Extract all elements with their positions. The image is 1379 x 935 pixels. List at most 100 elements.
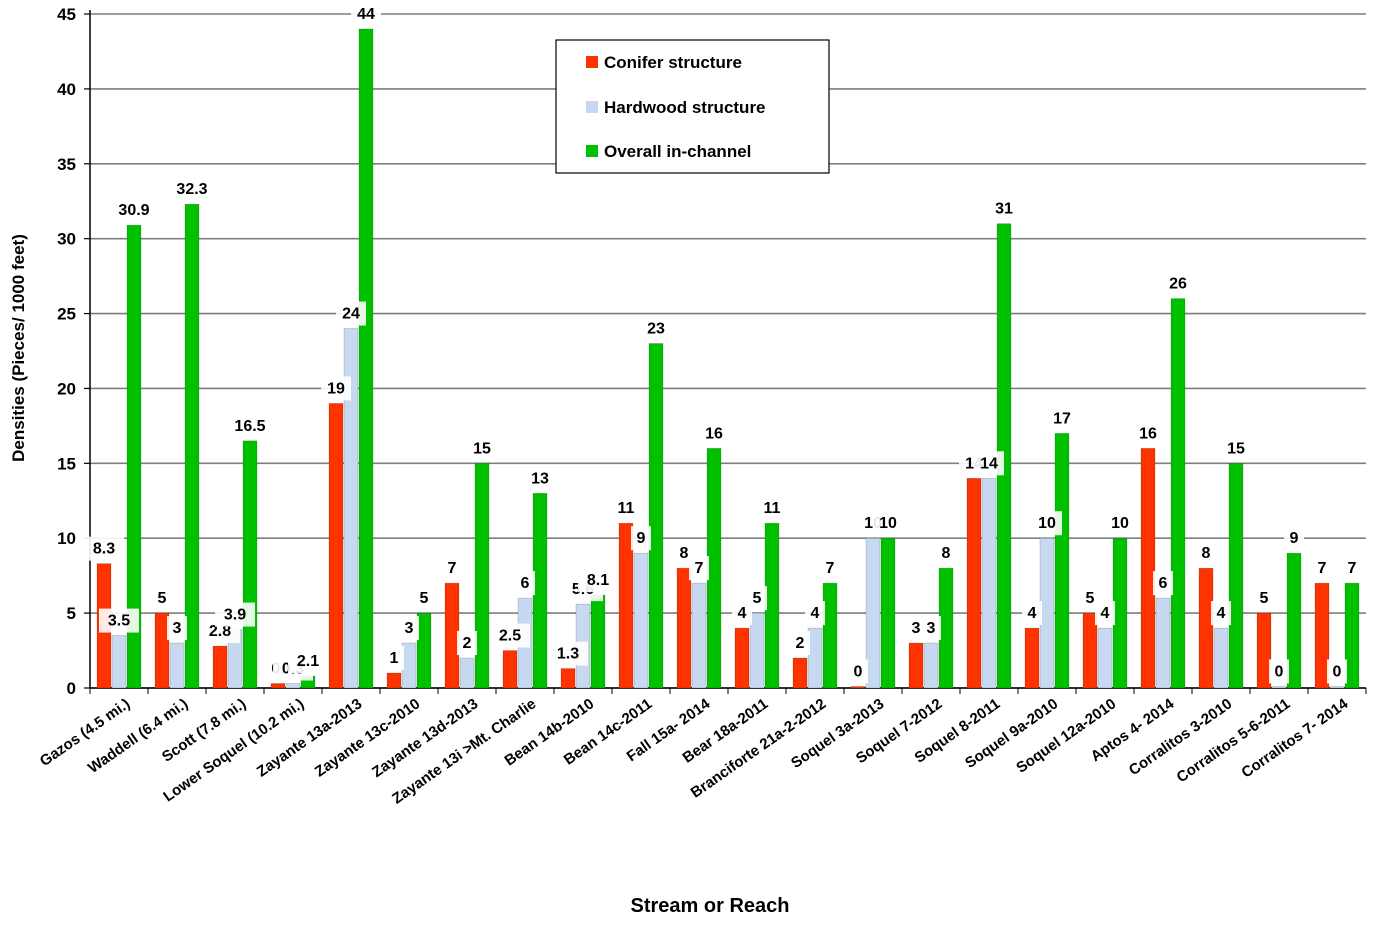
data-label-conifer: 0 xyxy=(854,664,863,681)
bar-conifer xyxy=(386,672,402,689)
data-label-hardwood: 5 xyxy=(753,590,762,607)
bar-hardwood xyxy=(865,537,881,689)
data-label-bg xyxy=(336,301,366,326)
data-label-conifer: 8 xyxy=(1202,545,1211,562)
data-label-overall: 8.1 xyxy=(587,572,609,589)
data-label-bg xyxy=(936,541,956,566)
category-label: Waddell (6.4 mi.) xyxy=(85,695,191,776)
y-tick-label: 25 xyxy=(57,305,76,324)
data-label-hardwood: 0 xyxy=(1275,664,1284,681)
data-label-hardwood: 4 xyxy=(1217,605,1226,622)
bar-hardwood xyxy=(1329,686,1345,689)
data-label-bg xyxy=(288,649,328,674)
data-label-bg xyxy=(467,436,497,461)
data-label-bg xyxy=(215,602,255,627)
data-label-conifer: 5 xyxy=(1260,590,1269,607)
data-label-bg xyxy=(99,608,139,633)
data-label-bg xyxy=(1047,406,1077,431)
data-label-bg xyxy=(152,586,172,611)
legend-swatch-hardwood xyxy=(586,101,598,113)
legend-swatch-conifer xyxy=(586,56,598,68)
data-label-bg xyxy=(1095,601,1115,626)
bar-hardwood xyxy=(691,582,707,689)
data-label-conifer: 3 xyxy=(912,620,921,637)
data-label-bg xyxy=(1327,659,1347,684)
data-label-bg xyxy=(84,536,124,561)
data-label-conifer: 5 xyxy=(158,590,167,607)
data-label-overall: 11 xyxy=(764,500,781,517)
data-label-overall: 23 xyxy=(647,321,665,338)
data-label-bg xyxy=(1105,511,1135,536)
bar-overall xyxy=(880,537,896,689)
bar-hardwood xyxy=(459,657,475,689)
data-label-hardwood: 10 xyxy=(1038,515,1056,532)
y-tick-label: 35 xyxy=(57,155,76,174)
data-label-bg xyxy=(548,641,588,666)
y-tick-label: 0 xyxy=(67,679,76,698)
bar-conifer xyxy=(676,567,692,689)
bar-conifer xyxy=(850,686,866,689)
data-label-bg xyxy=(225,413,275,438)
y-tick-label: 30 xyxy=(57,230,76,249)
data-label-bg xyxy=(820,556,840,581)
data-label-conifer: 7 xyxy=(1318,560,1327,577)
data-label-bg xyxy=(414,586,434,611)
bar-hardwood xyxy=(807,627,823,689)
data-label-conifer: 8.3 xyxy=(93,541,115,558)
data-label-bg xyxy=(1342,556,1362,581)
data-label-bg xyxy=(525,466,555,491)
data-label-bg xyxy=(1153,571,1173,596)
bar-hardwood xyxy=(1155,597,1171,689)
data-label-overall: 44 xyxy=(357,6,375,23)
data-label-bg xyxy=(805,601,825,626)
data-label-bg xyxy=(1022,601,1042,626)
data-label-overall: 5 xyxy=(420,590,429,607)
bar-conifer xyxy=(212,645,228,689)
data-label-bg xyxy=(399,616,419,641)
data-label-bg xyxy=(641,316,671,341)
data-label-bg xyxy=(689,556,709,581)
bar-overall xyxy=(1054,433,1070,689)
bar-overall xyxy=(532,492,548,689)
data-label-overall: 2.1 xyxy=(297,653,319,670)
category-label: Soquel 12a-2010 xyxy=(1013,695,1119,776)
data-label-bg xyxy=(578,568,618,593)
data-label-overall: 26 xyxy=(1169,276,1187,293)
data-label-bg xyxy=(384,646,404,671)
bar-overall xyxy=(1228,463,1244,689)
category-label: Zayante 13a-2013 xyxy=(254,695,366,780)
data-label-overall: 16 xyxy=(705,425,723,442)
bar-conifer xyxy=(1314,582,1330,689)
data-label-hardwood: 6 xyxy=(521,575,530,592)
data-label-bg xyxy=(873,511,903,536)
data-label-hardwood: 9 xyxy=(637,530,646,547)
data-label-hardwood: 14 xyxy=(980,455,998,472)
data-label-conifer: 4 xyxy=(1028,605,1037,622)
data-label-hardwood: 2 xyxy=(463,635,472,652)
data-label-overall: 10 xyxy=(1111,515,1129,532)
bar-overall xyxy=(184,203,200,689)
bar-overall xyxy=(1344,582,1360,689)
data-label-layer: 8.33.530.95332.32.83.916.50.0.32.1192444… xyxy=(84,1,1362,684)
bar-hardwood xyxy=(923,642,939,689)
bar-overall xyxy=(1286,552,1302,689)
bar-overall xyxy=(416,612,432,689)
data-label-bg xyxy=(1312,556,1332,581)
data-label-overall: 8 xyxy=(942,545,951,562)
y-tick-label: 15 xyxy=(57,454,76,473)
data-label-bg xyxy=(1163,271,1193,296)
y-axis-title: Densities (Pieces/ 1000 feet) xyxy=(9,234,28,462)
data-label-overall: 32.3 xyxy=(176,181,207,198)
data-label-hardwood: 6 xyxy=(1159,575,1168,592)
y-tick-label: 20 xyxy=(57,379,76,398)
bar-conifer xyxy=(154,612,170,689)
bar-conifer xyxy=(1024,627,1040,689)
bar-overall xyxy=(1112,537,1128,689)
bar-overall xyxy=(764,522,780,689)
data-label-overall: 10 xyxy=(879,515,897,532)
data-label-bg xyxy=(1032,511,1062,536)
bar-overall xyxy=(590,594,606,689)
data-label-bg xyxy=(1196,541,1216,566)
y-tick-label: 5 xyxy=(67,604,76,623)
